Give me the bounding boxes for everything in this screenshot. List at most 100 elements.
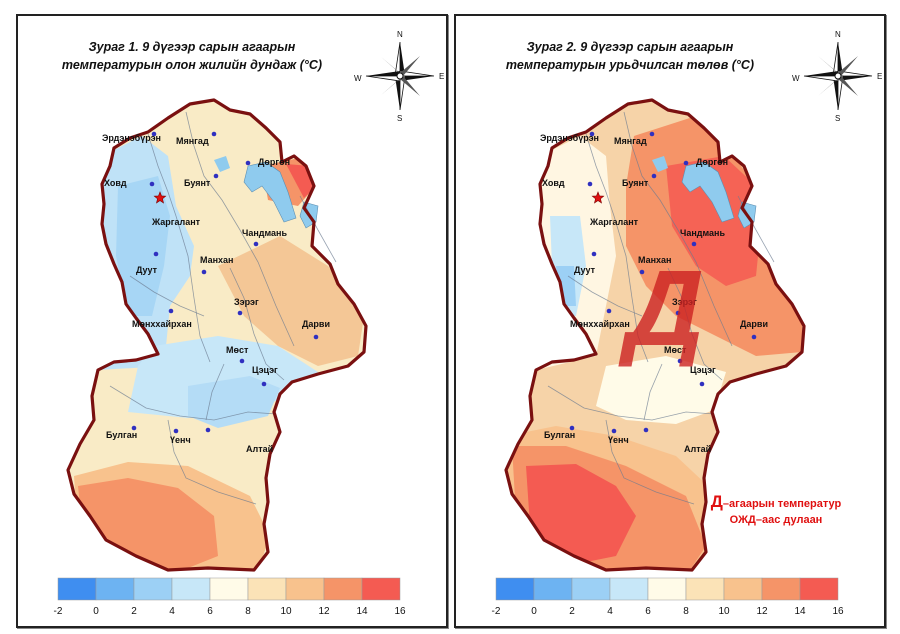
settlement-label: Дарви <box>302 319 330 329</box>
colorbar-swatch <box>571 577 611 601</box>
settlement-dot <box>691 241 697 247</box>
colorbar-tick-label: 2 <box>131 606 137 617</box>
colorbar-tick-label: 12 <box>318 606 330 617</box>
river-line <box>643 363 663 421</box>
settlement-label: Ховд <box>542 178 565 188</box>
settlement-dot <box>677 358 683 364</box>
colorbar-tick-label: 0 <box>93 606 99 617</box>
legend-line-1: Д–агаарын температур <box>686 492 866 512</box>
compass-n-label: N <box>835 30 841 39</box>
settlement-6: Чандмань <box>680 228 725 247</box>
colorbar-tick-label: 4 <box>607 606 613 617</box>
settlement-label: Жаргалант <box>151 217 201 227</box>
settlement-dot <box>239 358 245 364</box>
settlement-10: Мөнххайрхан <box>570 308 630 329</box>
river-line <box>129 275 205 317</box>
settlement-13: Цэцэг <box>690 365 716 387</box>
settlement-12: Мөст <box>226 345 249 364</box>
colorbar-tick-label: 2 <box>569 606 575 617</box>
settlement-label: Эрдэнэбүрэн <box>102 133 161 143</box>
settlement-label: Цэцэг <box>252 365 278 375</box>
colorbar-tick-label: 14 <box>356 606 368 617</box>
settlement-label: Мянгад <box>176 136 209 146</box>
provincial-center-star-icon <box>591 191 605 204</box>
settlement-16: Алтай <box>205 427 273 454</box>
river-network <box>547 111 775 505</box>
settlement-dot <box>168 308 174 314</box>
settlement-label: Мөнххайрхан <box>570 319 630 329</box>
river-line <box>147 133 211 363</box>
settlement-label: Дарви <box>740 319 768 329</box>
settlement-6: Чандмань <box>242 228 287 247</box>
settlement-label: Зэрэг <box>234 297 259 307</box>
settlement-1: Мянгад <box>614 131 655 146</box>
colorbar-tick-label: 6 <box>207 606 213 617</box>
settlement-dot <box>131 425 137 431</box>
compass-w-label: W <box>354 74 362 83</box>
lake-small <box>652 156 668 172</box>
lake-small <box>214 156 230 172</box>
settlement-dot <box>639 269 645 275</box>
settlement-label: Дөргөн <box>258 157 290 167</box>
settlement-label: Үенч <box>170 435 191 445</box>
settlement-dot <box>606 308 612 314</box>
compass-rose-icon: N E S W <box>354 30 444 123</box>
settlement-label: Цэцэг <box>690 365 716 375</box>
legend-text-1: –агаарын температур <box>722 498 842 510</box>
lake-khar-us <box>243 161 297 223</box>
province-border <box>66 98 368 572</box>
settlement-label: Мөст <box>664 345 687 355</box>
colorbar-swatch <box>361 577 401 601</box>
colorbar-swatch <box>171 577 211 601</box>
river-line <box>585 133 649 363</box>
colorbar-swatch <box>133 577 173 601</box>
settlement-label: Чандмань <box>680 228 725 238</box>
colorbar-swatch <box>533 577 573 601</box>
map-figure-2: Эрдэнэбүрэн Мянгад Ховд Буянт Дөргөн Жаргалан… <box>492 30 883 617</box>
settlement-label: Булган <box>106 430 137 440</box>
colorbar-swatch <box>685 577 725 601</box>
settlement-14: Булган <box>544 425 575 440</box>
settlement-label: Алтай <box>684 444 711 454</box>
settlement-3: Буянт <box>184 173 219 188</box>
settlement-0: Эрдэнэбүрэн <box>102 131 161 143</box>
settlement-11: Дарви <box>740 319 768 340</box>
settlement-14: Булган <box>106 425 137 440</box>
settlement-dot <box>683 160 689 166</box>
settlement-0: Эрдэнэбүрэн <box>540 131 599 143</box>
settlement-4: Дөргөн <box>683 157 728 167</box>
river-line <box>109 385 277 421</box>
settlement-label: Эрдэнэбүрэн <box>540 133 599 143</box>
river-line <box>229 267 285 381</box>
settlement-dot <box>151 131 157 137</box>
river-line <box>667 267 723 381</box>
settlement-dot <box>751 334 757 340</box>
river-line <box>547 385 715 421</box>
compass-w-label: W <box>792 74 800 83</box>
settlement-dot <box>569 425 575 431</box>
river-line <box>623 111 733 347</box>
colorbar-swatch <box>285 577 325 601</box>
settlement-label: Манхан <box>638 255 672 265</box>
title-line-2: температурын урьдчилсан төлөв (°C) <box>505 58 755 72</box>
compass-s-label: S <box>835 114 840 123</box>
colorbar-tick-label: 4 <box>169 606 175 617</box>
settlement-5: Жаргалант <box>151 217 201 227</box>
map-panel-1: Зураг 1. 9 дүгээр сарын агаарын температ… <box>16 14 448 628</box>
colorbar-tick-label: 10 <box>718 606 730 617</box>
map-panel-2: Зураг 2. 9 дүгээр сарын агаарын температ… <box>454 14 886 628</box>
settlement-5: Жаргалант <box>589 217 639 227</box>
settlement-13: Цэцэг <box>252 365 278 387</box>
settlement-label: Мянгад <box>614 136 647 146</box>
settlement-dot <box>651 173 657 179</box>
colorbar-tick-label: 8 <box>683 606 689 617</box>
settlement-15: Үенч <box>170 428 191 445</box>
compass-s-label: S <box>397 114 402 123</box>
settlements: Эрдэнэбүрэн Мянгад Ховд Буянт Дөргөн Жаргалан… <box>540 131 768 454</box>
river-line <box>185 111 295 347</box>
lake-khar-us <box>681 161 735 223</box>
colorbar: -2 0 2 4 6 8 10 12 14 16 <box>492 577 844 617</box>
colorbar-swatch <box>323 577 363 601</box>
provincial-center-star-icon <box>153 191 167 204</box>
settlement-2: Ховд <box>104 178 155 188</box>
